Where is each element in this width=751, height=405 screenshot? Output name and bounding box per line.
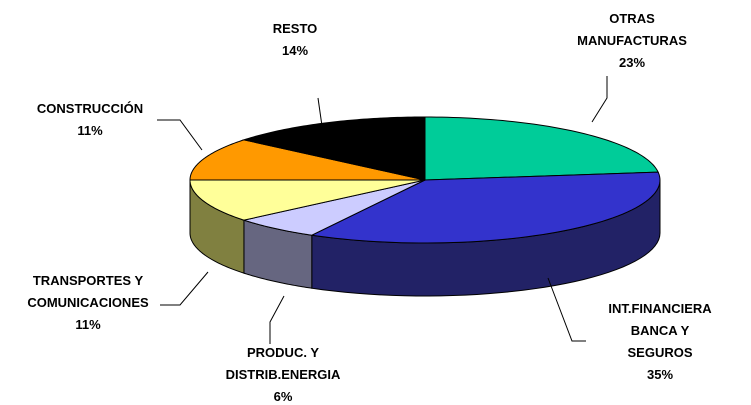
leader-line bbox=[591, 76, 608, 123]
category-label: RESTO bbox=[272, 21, 318, 36]
slice-label: CONSTRUCCIÓN 11% bbox=[37, 98, 143, 142]
value-label: 35% bbox=[646, 367, 674, 382]
pie-slice bbox=[242, 179, 426, 236]
leader-line bbox=[160, 271, 209, 306]
slice-label: RESTO 14% bbox=[273, 18, 318, 62]
leader-line bbox=[157, 119, 203, 151]
value-label: 11% bbox=[75, 317, 101, 332]
pie-slice bbox=[310, 171, 661, 244]
value-label: 14% bbox=[281, 43, 309, 58]
leader-line bbox=[317, 97, 323, 127]
value-label: 11% bbox=[77, 123, 103, 138]
leader-line bbox=[269, 295, 285, 344]
pie-slice bbox=[189, 179, 426, 221]
category-label: PRODUC. Y DISTRIB.ENERGIA bbox=[225, 345, 341, 382]
slice-label: PRODUC. Y DISTRIB.ENERGIA 6% bbox=[226, 342, 341, 405]
pie-slice bbox=[189, 139, 426, 181]
pie-slice bbox=[242, 116, 426, 181]
slice-label: INT.FINANCIERA BANCA Y SEGUROS 35% bbox=[608, 298, 711, 386]
value-label: 6% bbox=[273, 389, 293, 404]
category-label: CONSTRUCCIÓN bbox=[36, 101, 144, 116]
leader-line bbox=[547, 277, 586, 342]
slice-label: TRANSPORTES Y COMUNICACIONES 11% bbox=[27, 270, 148, 336]
slice-label: OTRAS MANUFACTURAS 23% bbox=[577, 8, 687, 74]
value-label: 23% bbox=[618, 55, 646, 70]
category-label: TRANSPORTES Y COMUNICACIONES bbox=[27, 273, 149, 310]
category-label: INT.FINANCIERA BANCA Y SEGUROS bbox=[608, 301, 712, 360]
category-label: OTRAS MANUFACTURAS bbox=[577, 11, 687, 48]
pie-slice bbox=[424, 116, 659, 181]
